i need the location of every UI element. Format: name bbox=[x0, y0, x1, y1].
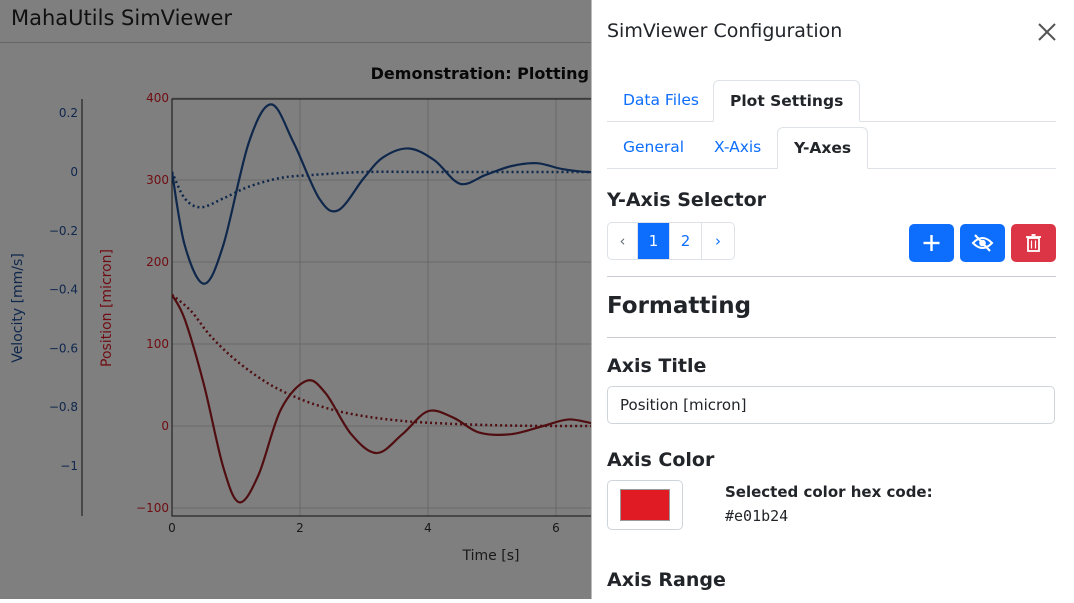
sub-tabs: General X-Axis Y-Axes bbox=[607, 127, 1056, 169]
pagination-page-1[interactable]: 1 bbox=[638, 223, 670, 259]
formatting-heading: Formatting bbox=[607, 293, 752, 319]
pagination-page-2[interactable]: 2 bbox=[670, 223, 702, 259]
axis-color-label: Axis Color bbox=[607, 449, 715, 471]
y-axis-selector-heading: Y-Axis Selector bbox=[607, 189, 766, 211]
selected-color-label: Selected color hex code: bbox=[725, 483, 933, 501]
tab-data-files[interactable]: Data Files bbox=[623, 91, 699, 109]
config-panel: SimViewer Configuration Data Files Plot … bbox=[591, 0, 1074, 599]
y-axis-pagination: ‹ 1 2 › bbox=[607, 222, 735, 260]
close-icon[interactable] bbox=[1035, 20, 1059, 44]
plus-icon bbox=[923, 235, 940, 251]
hide-axis-button[interactable] bbox=[960, 224, 1005, 262]
add-axis-button[interactable] bbox=[909, 224, 954, 262]
divider bbox=[607, 276, 1056, 277]
color-swatch bbox=[620, 489, 670, 521]
tab-x-axis[interactable]: X-Axis bbox=[714, 138, 762, 156]
axis-range-label: Axis Range bbox=[607, 569, 726, 591]
tab-general[interactable]: General bbox=[623, 138, 685, 156]
axis-title-label: Axis Title bbox=[607, 355, 707, 377]
pagination-prev[interactable]: ‹ bbox=[608, 223, 638, 259]
divider bbox=[607, 337, 1056, 338]
main-tabs: Data Files Plot Settings bbox=[607, 80, 1056, 122]
tab-plot-settings[interactable]: Plot Settings bbox=[713, 80, 861, 122]
trash-icon bbox=[1026, 234, 1041, 252]
axis-color-picker[interactable] bbox=[607, 480, 683, 530]
tab-y-axes[interactable]: Y-Axes bbox=[777, 127, 869, 169]
selected-color-hex: #e01b24 bbox=[725, 507, 789, 525]
panel-title: SimViewer Configuration bbox=[607, 20, 843, 42]
pagination-next[interactable]: › bbox=[715, 232, 721, 250]
axis-title-input[interactable] bbox=[607, 386, 1055, 424]
eye-slash-icon bbox=[971, 234, 994, 252]
delete-axis-button[interactable] bbox=[1011, 224, 1056, 262]
